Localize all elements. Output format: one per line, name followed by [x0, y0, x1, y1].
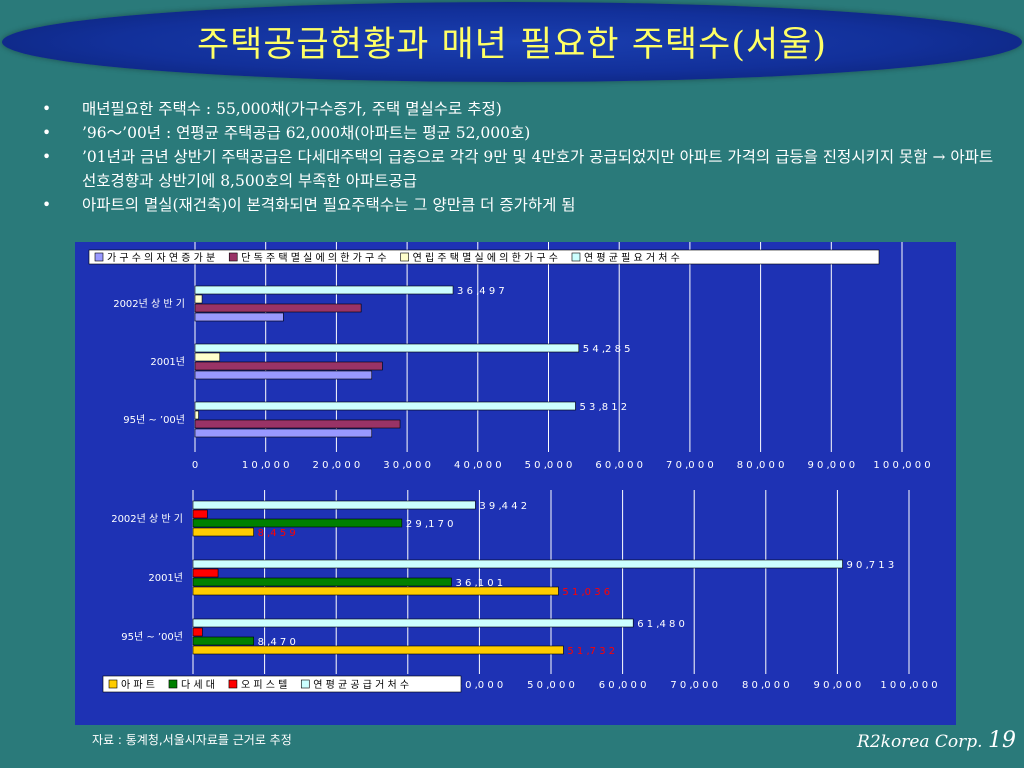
legend-swatch [94, 252, 104, 262]
bullet-list: • 매년필요한 주택수 : 55,000채(가구수증가, 주택 멸실수로 추정) … [40, 97, 1000, 217]
x-tick-label: 9 0 ,0 0 0 [807, 460, 855, 471]
bar [192, 559, 843, 569]
category-label: 2001년 [148, 572, 183, 584]
bar [192, 527, 254, 537]
bar [192, 618, 634, 628]
x-tick-label: 5 0 ,0 0 0 [527, 680, 575, 691]
x-tick-label: 7 0 ,0 0 0 [670, 680, 718, 691]
bar [192, 636, 254, 646]
legend-label: 연 평 균 필 요 거 처 수 [584, 252, 680, 264]
bar [194, 419, 401, 429]
bar [194, 303, 362, 313]
data-label: 3 9 ,4 4 2 [479, 501, 527, 512]
legend-label: 가 구 수 의 자 연 증 가 분 [107, 252, 215, 264]
data-label: 3 6 ,4 9 7 [457, 286, 505, 297]
bar [192, 627, 203, 637]
bar [192, 568, 219, 578]
data-label: 8 ,4 5 9 [258, 528, 296, 539]
bullet-item: • ’96～’00년 : 연평균 주택공급 62,000채(아파트는 평균 52,… [40, 121, 1000, 145]
legend-swatch [400, 252, 409, 262]
x-tick-label: 4 0 ,0 0 0 [456, 680, 504, 691]
legend-swatch [571, 252, 581, 262]
data-label: 9 0 ,7 1 3 [847, 560, 895, 571]
bullet-text: ’01년과 금년 상반기 주택공급은 다세대주택의 급증으로 각각 9만 및 4… [82, 148, 994, 190]
bar [194, 285, 454, 295]
category-label: 95년 ~ ’00년 [121, 631, 183, 643]
legend-box [88, 249, 880, 265]
legend-swatch [108, 679, 118, 689]
data-label: 5 4 ,2 8 5 [583, 344, 631, 355]
bullet-dot: • [42, 148, 52, 166]
x-tick-label: 0 [192, 460, 198, 471]
data-label: 5 1 ,7 3 2 [567, 646, 615, 657]
x-tick-label: 7 0 ,0 0 0 [666, 460, 714, 471]
x-tick-label: 2 0 ,0 0 0 [313, 460, 361, 471]
data-label: 3 6 ,1 0 1 [455, 578, 503, 589]
bullet-text: ’96～’00년 : 연평균 주택공급 62,000채(아파트는 평균 52,0… [82, 124, 531, 142]
legend-swatch [168, 679, 178, 689]
x-tick-label: 9 0 ,0 0 0 [814, 680, 862, 691]
legend-swatch [228, 679, 238, 689]
x-tick-label: 5 0 ,0 0 0 [525, 460, 573, 471]
footer-brand: R2korea Corp. 19 [857, 728, 1016, 753]
x-tick-label: 6 0 ,0 0 0 [599, 680, 647, 691]
x-tick-label: 4 0 ,0 0 0 [454, 460, 502, 471]
legend-label: 아 파 트 [121, 679, 155, 691]
bar [194, 312, 284, 322]
bar [194, 361, 383, 371]
chart-svg: 0 1 0 ,0 0 0 2 0 ,0 0 0 3 0 ,0 0 0 4 0 ,0 0 … [88, 242, 938, 693]
bar [192, 577, 452, 587]
bar [194, 294, 203, 304]
bar [194, 401, 576, 411]
bullet-dot: • [42, 196, 52, 214]
bar [194, 352, 221, 362]
bar [194, 370, 373, 380]
data-label: 5 1 ,0 3 6 [562, 587, 610, 598]
bullet-dot: • [42, 100, 52, 118]
bullet-text: 아파트의 멸실(재건축)이 본격화되면 필요주택수는 그 양만큼 더 증가하게 … [82, 196, 576, 214]
x-tick-label: 6 0 ,0 0 0 [595, 460, 643, 471]
page-number: 19 [988, 728, 1016, 753]
legend-label: 오 피 스 텔 [241, 679, 287, 691]
bar [194, 343, 580, 353]
title-banner [2, 2, 1022, 82]
category-label: 95년 ~ ’00년 [123, 414, 185, 426]
data-label: 6 1 ,4 8 0 [637, 619, 685, 630]
bar [192, 586, 559, 596]
category-label: 2001년 [150, 356, 185, 368]
x-tick-label: 8 0 ,0 0 0 [742, 680, 790, 691]
chart-panel: 0 1 0 ,0 0 0 2 0 ,0 0 0 3 0 ,0 0 0 4 0 ,0 0 … [75, 242, 956, 725]
slide-title: 주택공급현황과 매년 필요한 주택수(서울) [196, 25, 828, 65]
bullet-item: • 매년필요한 주택수 : 55,000채(가구수증가, 주택 멸실수로 추정) [40, 97, 1000, 121]
bar [192, 645, 564, 655]
legend-swatch [300, 679, 310, 689]
bar [192, 518, 403, 528]
bar [194, 410, 199, 420]
legend-label: 다 세 대 [181, 679, 215, 691]
legend-label: 연 립 주 택 멸 실 에 의 한 가 구 수 [413, 251, 558, 264]
bullet-dot: • [42, 124, 52, 142]
x-tick-label: 1 0 0 ,0 0 0 [873, 460, 930, 471]
x-tick-label: 1 0 ,0 0 0 [242, 460, 290, 471]
brand-name: R2korea Corp. [857, 732, 983, 752]
data-label: 2 9 ,1 7 0 [406, 519, 454, 530]
bar [192, 509, 208, 519]
bar [192, 500, 476, 510]
x-tick-label: 3 0 ,0 0 0 [383, 460, 431, 471]
category-label: 2002년 상 반 기 [113, 298, 185, 310]
source-note: 자료 : 통계청,서울시자료를 근거로 추정 [92, 733, 292, 747]
legend-label: 연 평 균 공 급 거 처 수 [313, 679, 409, 691]
legend-label: 단 독 주 택 멸 실 에 의 한 가 구 수 [241, 252, 386, 264]
data-label: 8 ,4 7 0 [258, 637, 296, 648]
data-label: 5 3 ,8 1 2 [579, 402, 627, 413]
legend-box [102, 675, 462, 693]
bar [194, 428, 373, 438]
bullet-item: • ’01년과 금년 상반기 주택공급은 다세대주택의 급증으로 각각 9만 및 … [40, 145, 1000, 193]
x-tick-label: 8 0 ,0 0 0 [737, 460, 785, 471]
bullet-text: 매년필요한 주택수 : 55,000채(가구수증가, 주택 멸실수로 추정) [82, 100, 502, 118]
x-tick-label: 1 0 0 ,0 0 0 [880, 680, 937, 691]
legend-swatch [228, 252, 238, 262]
bullet-item: • 아파트의 멸실(재건축)이 본격화되면 필요주택수는 그 양만큼 더 증가하게… [40, 193, 1000, 217]
category-label: 2002년 상 반 기 [111, 513, 183, 525]
